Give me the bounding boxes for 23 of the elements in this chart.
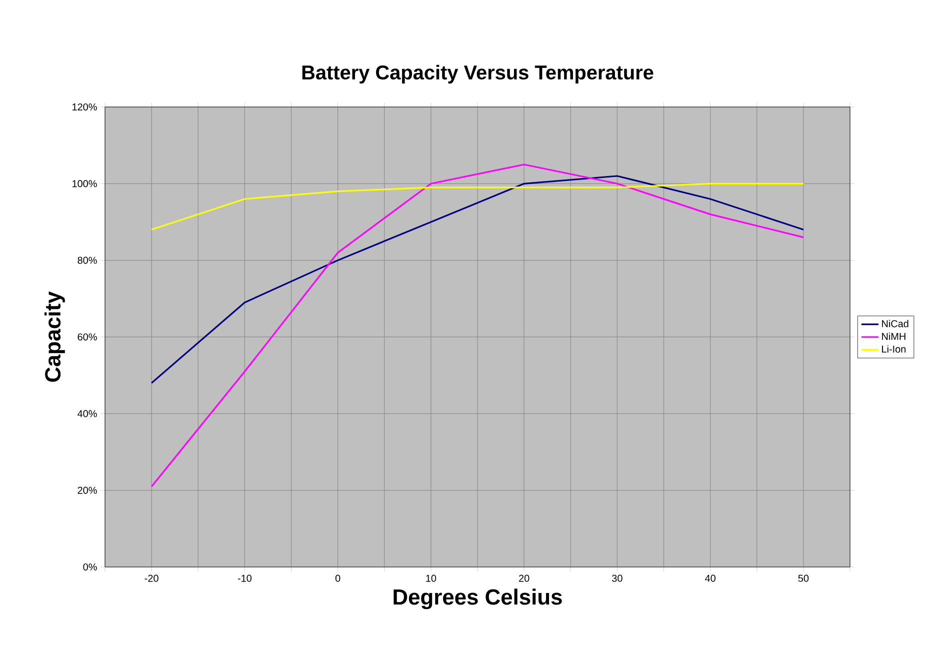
x-tick-label: 30 — [612, 574, 622, 582]
legend-label: NiMH — [882, 332, 906, 340]
x-tick-label: 50 — [798, 574, 809, 582]
line-series — [150, 175, 804, 384]
legend-label: NiCad — [882, 320, 908, 328]
x-tick-label: -20 — [144, 574, 158, 582]
x-tick-label: 40 — [705, 574, 716, 582]
x-axis-title: Degrees Celsius — [394, 588, 562, 610]
y-tick-label: 20% — [78, 486, 97, 494]
y-tick-label: 0% — [83, 563, 97, 571]
y-tick-label: 100% — [72, 180, 97, 188]
y-tick-label: 60% — [78, 333, 97, 341]
x-tick-label: 10 — [426, 574, 436, 582]
x-tick-label: 0 — [335, 574, 340, 582]
x-tick-label: 20 — [519, 574, 530, 582]
line-series — [150, 164, 804, 488]
legend-label: Li-Ion — [882, 345, 906, 353]
y-axis-title: Capacity — [44, 291, 65, 382]
x-tick-label: -10 — [238, 574, 252, 582]
y-tick-label: 80% — [78, 256, 97, 264]
y-tick-label: 40% — [78, 410, 97, 418]
chart-title: Battery Capacity Versus Temperature — [302, 64, 654, 84]
y-tick-label: 120% — [72, 103, 97, 111]
